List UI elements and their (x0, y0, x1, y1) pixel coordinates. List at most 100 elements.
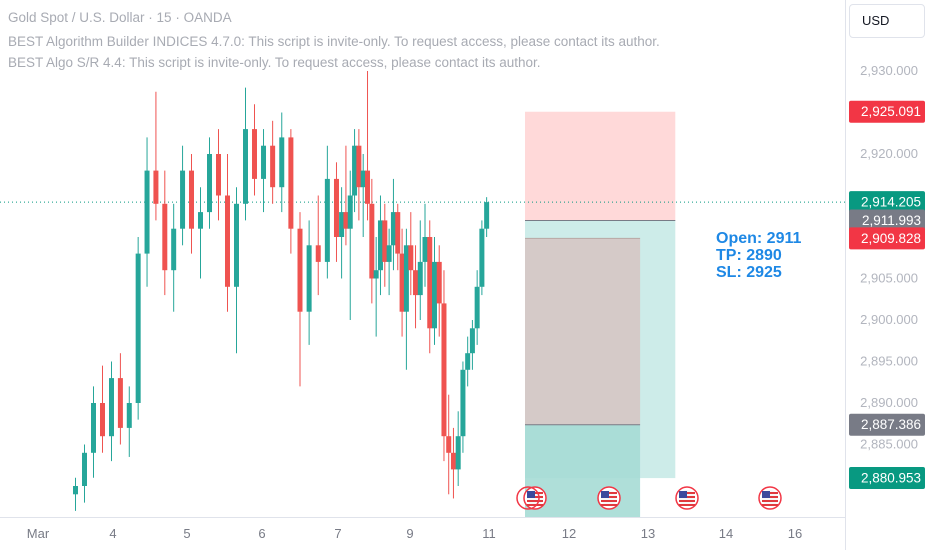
candle-body (460, 369, 466, 437)
x-tick-label: 9 (406, 526, 413, 541)
price-badge (849, 209, 925, 232)
event-icon-extra-ring (516, 486, 540, 510)
candle-body (243, 129, 248, 204)
us-flag-event-icon[interactable] (758, 486, 782, 510)
symbol-title[interactable]: Gold Spot / U.S. Dollar · 15 · OANDA (8, 10, 232, 25)
candle-body (339, 212, 345, 237)
candle-body (399, 253, 405, 312)
candle-body (135, 253, 141, 403)
candle-body (347, 195, 353, 229)
candle-body (427, 237, 433, 329)
indicator-legend-2[interactable]: BEST Algo S/R 4.4: This script is invite… (8, 55, 541, 70)
candle-body (431, 261, 437, 329)
y-tick-label: 2,920.000 (860, 146, 918, 161)
position-sl-label: SL: 2925 (716, 264, 782, 281)
price-badge-label: 2,887.386 (861, 417, 921, 432)
flag-stripe (601, 500, 617, 502)
position-tp-label: TP: 2890 (716, 247, 782, 264)
y-tick-label: 2,930.000 (860, 63, 918, 78)
us-flag-event-icon[interactable] (597, 486, 621, 510)
y-tick-label: 2,905.000 (860, 271, 918, 286)
x-tick-label: 14 (719, 526, 733, 541)
candle-body (408, 245, 414, 271)
candle-body (306, 245, 312, 312)
candle-body (436, 261, 442, 304)
candle-body (413, 270, 419, 296)
candle-body (469, 328, 475, 354)
candle-body (261, 145, 267, 179)
y-tick-label: 2,900.000 (860, 312, 918, 327)
candle-body (162, 203, 168, 271)
x-tick-label: 16 (788, 526, 802, 541)
x-tick-label: 4 (109, 526, 116, 541)
candle-body (198, 212, 203, 229)
flag-stripe (762, 500, 778, 502)
candle-body (252, 129, 257, 179)
price-badge-label: 2,909.828 (861, 231, 921, 246)
candle-body (180, 170, 186, 229)
flag-stripe (679, 500, 695, 502)
candle-body (333, 178, 339, 237)
price-badge (849, 100, 925, 123)
candle-body (126, 403, 132, 428)
candle-body (382, 220, 388, 262)
candle-body (450, 452, 456, 470)
candle-body (395, 212, 401, 254)
candle-body (474, 286, 480, 329)
x-tick-label: 13 (641, 526, 655, 541)
candle-body (377, 220, 383, 271)
x-tick-label: 5 (183, 526, 190, 541)
flag-stripe (527, 500, 543, 502)
candle-body (109, 378, 114, 437)
price-badge-label: 2,914.205 (861, 195, 921, 210)
candle-body (360, 170, 366, 188)
candle-body (465, 353, 471, 370)
y-tick-label: 2,895.000 (860, 354, 918, 369)
position-open-label: Open: 2911 (716, 230, 802, 247)
price-badge (849, 467, 925, 489)
candle-body (356, 145, 362, 188)
candle-body (171, 228, 177, 271)
x-tick-label: 12 (562, 526, 576, 541)
candle-body (91, 403, 96, 453)
candle-body (315, 245, 321, 262)
candle-body (225, 195, 230, 287)
candle-body (288, 137, 294, 229)
flag-canton (762, 491, 770, 498)
price-badge (849, 413, 925, 436)
flag-canton (527, 491, 535, 498)
candle-body (373, 270, 379, 279)
flag-canton (601, 491, 609, 498)
flag-canton (679, 491, 687, 498)
candle-body (403, 245, 409, 312)
candle-body (343, 212, 349, 229)
candle-body (390, 212, 396, 246)
indicator-legend-1[interactable]: BEST Algorithm Builder INDICES 4.7.0: Th… (8, 34, 660, 49)
flag-stripe (527, 504, 543, 506)
candle-body (417, 261, 423, 296)
candle-body (484, 202, 490, 229)
candle-body (207, 154, 212, 213)
candle-body (386, 245, 392, 262)
x-tick-label: Mar (27, 526, 50, 541)
y-tick-label: 2,885.000 (860, 437, 918, 452)
candle-body (117, 378, 123, 428)
currency-button[interactable]: USD (849, 4, 925, 38)
candle-body (189, 170, 194, 229)
candle-body (324, 178, 330, 262)
candle-body (73, 486, 78, 495)
candle-body (270, 145, 276, 188)
candle-body (422, 237, 428, 262)
x-tick-label: 6 (258, 526, 265, 541)
price-badge (849, 227, 925, 250)
candle-body (144, 170, 150, 254)
price-badge-label: 2,911.993 (862, 213, 921, 228)
flag-stripe (762, 504, 778, 506)
candle-body (352, 145, 358, 196)
x-tick-label: 11 (482, 526, 496, 541)
price-badge-label: 2,925.091 (861, 104, 921, 119)
price-badge-label: 2,880.953 (861, 471, 921, 486)
us-flag-event-icon[interactable] (675, 486, 699, 510)
x-tick-label: 7 (334, 526, 341, 541)
